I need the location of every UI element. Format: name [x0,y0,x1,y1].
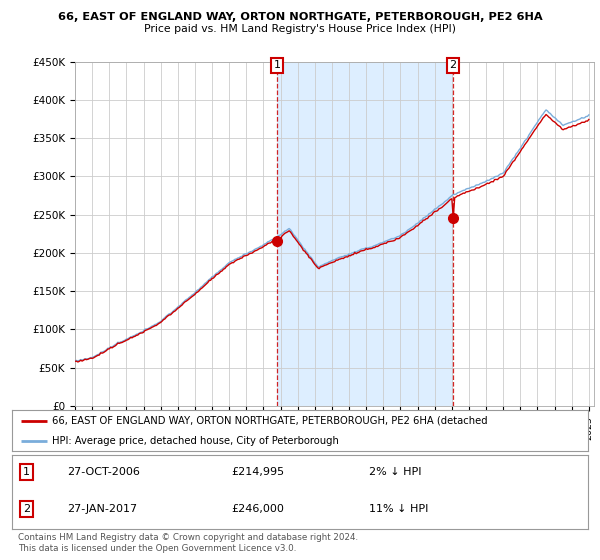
Text: 66, EAST OF ENGLAND WAY, ORTON NORTHGATE, PETERBOROUGH, PE2 6HA: 66, EAST OF ENGLAND WAY, ORTON NORTHGATE… [58,12,542,22]
Text: 27-OCT-2006: 27-OCT-2006 [67,467,140,477]
Text: £214,995: £214,995 [231,467,284,477]
Text: 2: 2 [449,60,457,71]
Text: 2: 2 [23,504,30,514]
Text: £246,000: £246,000 [231,504,284,514]
Text: Price paid vs. HM Land Registry's House Price Index (HPI): Price paid vs. HM Land Registry's House … [144,24,456,34]
Text: Contains HM Land Registry data © Crown copyright and database right 2024.
This d: Contains HM Land Registry data © Crown c… [18,533,358,553]
Text: 27-JAN-2017: 27-JAN-2017 [67,504,137,514]
Text: 11% ↓ HPI: 11% ↓ HPI [369,504,428,514]
Text: 66, EAST OF ENGLAND WAY, ORTON NORTHGATE, PETERBOROUGH, PE2 6HA (detached: 66, EAST OF ENGLAND WAY, ORTON NORTHGATE… [52,416,488,426]
Text: HPI: Average price, detached house, City of Peterborough: HPI: Average price, detached house, City… [52,436,339,446]
Bar [277,62,453,406]
Text: 1: 1 [274,60,280,71]
Text: 2% ↓ HPI: 2% ↓ HPI [369,467,422,477]
Text: 1: 1 [23,467,30,477]
